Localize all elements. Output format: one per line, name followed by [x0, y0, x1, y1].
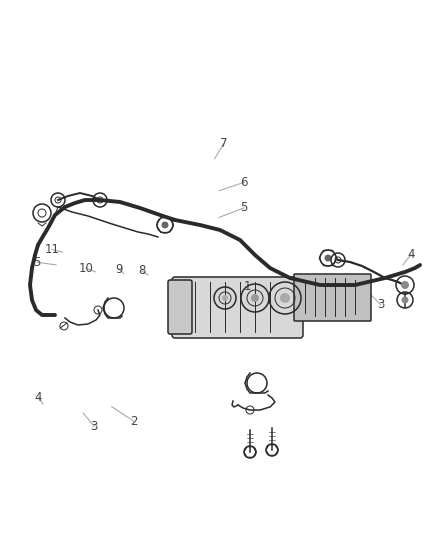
Circle shape [162, 222, 169, 229]
Text: 10: 10 [78, 262, 93, 274]
FancyBboxPatch shape [168, 280, 192, 334]
FancyBboxPatch shape [294, 274, 371, 321]
Text: 9: 9 [115, 263, 123, 276]
Text: 4: 4 [35, 391, 42, 403]
Text: 1: 1 [244, 280, 251, 293]
FancyBboxPatch shape [172, 277, 303, 338]
Circle shape [402, 296, 409, 303]
Text: 2: 2 [130, 415, 138, 427]
Circle shape [251, 294, 259, 302]
Text: 3: 3 [378, 298, 385, 311]
Text: 4: 4 [407, 248, 415, 261]
Text: 11: 11 [44, 243, 59, 256]
Text: 6: 6 [240, 176, 248, 189]
Text: 5: 5 [240, 201, 247, 214]
Text: 3: 3 [91, 420, 98, 433]
Text: 7: 7 [219, 138, 227, 150]
Text: 5: 5 [34, 256, 41, 269]
Text: 2: 2 [320, 302, 328, 314]
Circle shape [222, 295, 228, 301]
Circle shape [325, 254, 332, 262]
Text: 8: 8 [138, 264, 145, 277]
Circle shape [401, 281, 409, 289]
Circle shape [280, 293, 290, 303]
